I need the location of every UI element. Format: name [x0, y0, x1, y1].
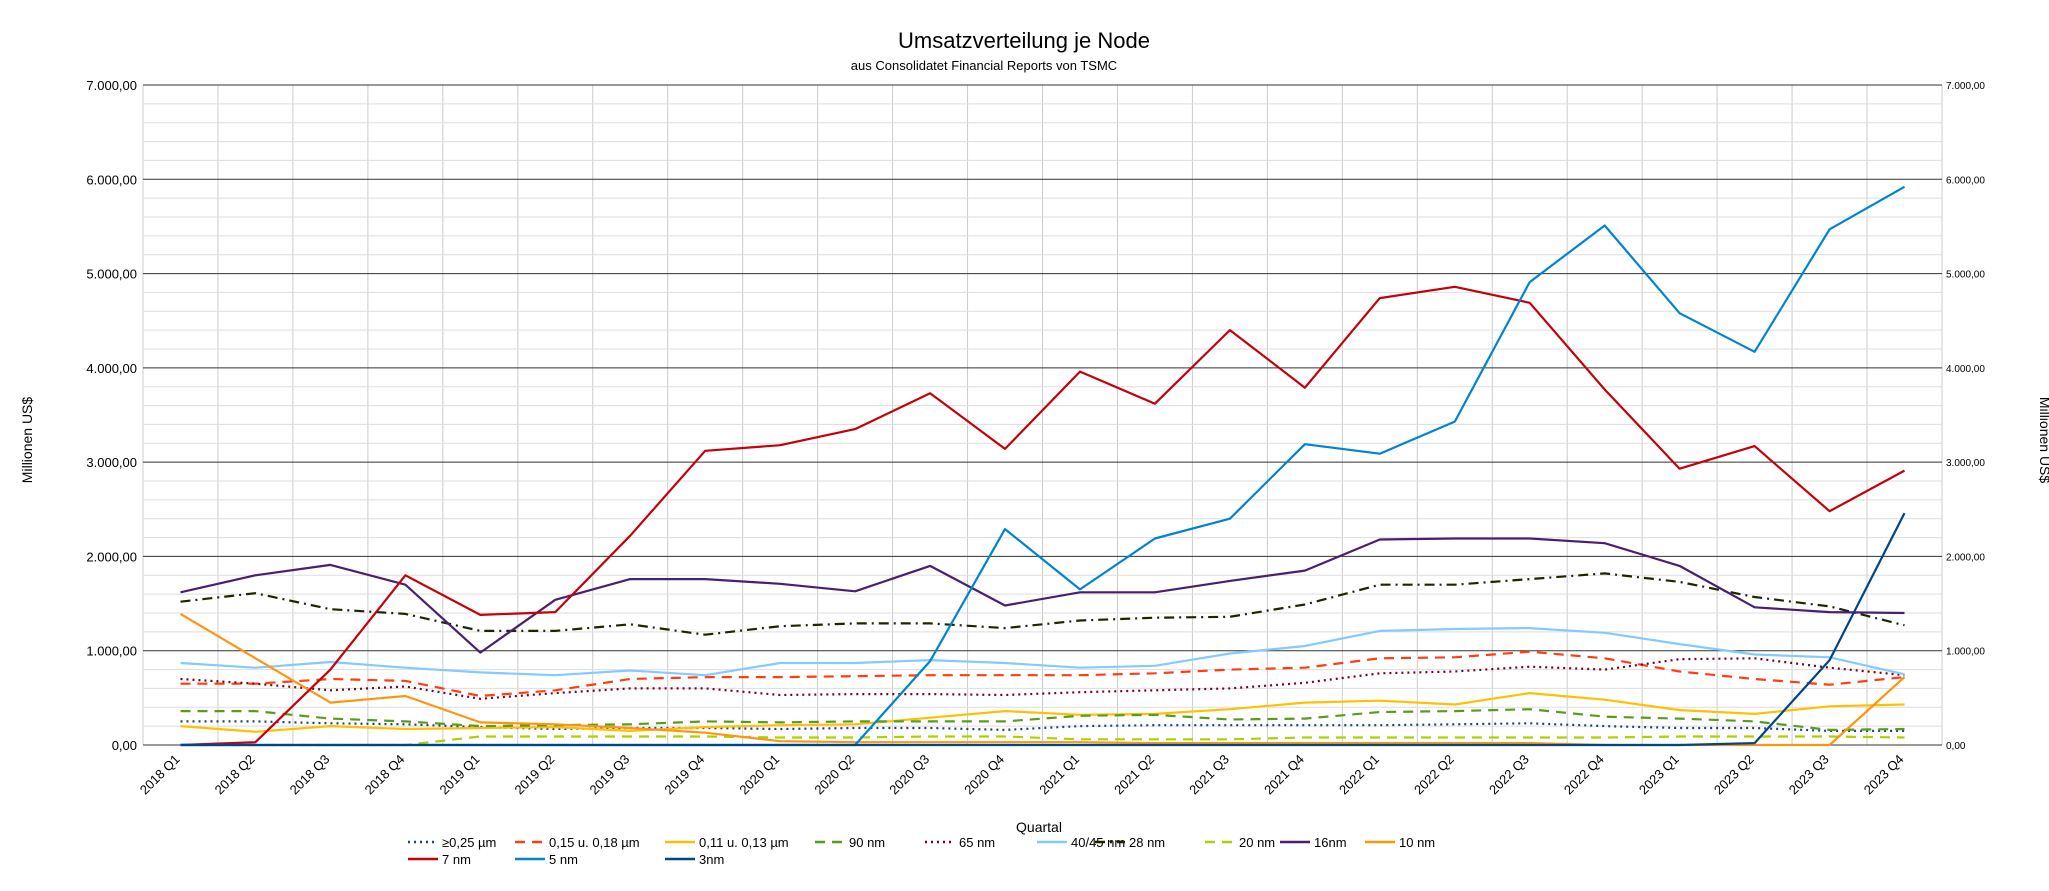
legend-label: ≥0,25 µm	[442, 835, 496, 850]
legend-item: 0,11 u. 0,13 µm	[665, 835, 789, 850]
x-tick-label: 2021 Q2	[1111, 752, 1157, 798]
legend-item: 5 nm	[515, 852, 578, 867]
series-line	[180, 512, 1906, 747]
x-tick-label: 2022 Q1	[1336, 752, 1382, 798]
legend-label: 5 nm	[549, 852, 578, 867]
series-line	[180, 735, 1905, 747]
legend-item: 16nm	[1280, 835, 1347, 850]
x-tick-label: 2019 Q1	[437, 752, 483, 798]
x-axis-label: Quartal	[1016, 819, 1062, 835]
y-tick-label-left: 4.000,00	[86, 361, 137, 376]
y-tick-label-right: 3.000,00	[1946, 458, 1985, 469]
x-tick-label: 2019 Q2	[512, 752, 558, 798]
legend-label: 90 nm	[849, 835, 885, 850]
series-lines	[179, 185, 1906, 747]
legend-label: 0,15 u. 0,18 µm	[549, 835, 640, 850]
x-tick-label: 2020 Q4	[961, 752, 1007, 798]
x-tick-label: 2018 Q2	[212, 752, 258, 798]
x-tick-label: 2022 Q3	[1486, 752, 1532, 798]
x-tick-label: 2018 Q3	[287, 752, 333, 798]
x-tick-label: 2023 Q1	[1636, 752, 1682, 798]
y-tick-label-left: 1.000,00	[86, 644, 137, 659]
legend-label: 10 nm	[1399, 835, 1435, 850]
series-line	[180, 657, 1905, 700]
legend-item: 90 nm	[815, 835, 885, 850]
y-tick-label-right: 7.000,00	[1946, 81, 1985, 92]
legend: ≥0,25 µm 0,15 u. 0,18 µm 0,11 u. 0,13 µm 90…	[408, 835, 1435, 867]
y-tick-label-left: 7.000,00	[86, 78, 137, 93]
legend-label: 0,11 u. 0,13 µm	[699, 835, 789, 850]
series-line	[180, 626, 1905, 677]
x-axis-ticks: 2018 Q1 2018 Q2 2018 Q3 2018 Q4 2019 Q1 2019 …	[137, 752, 1907, 798]
y-axis-label-left: Millionen US$	[19, 397, 35, 484]
legend-item: 10 nm	[1365, 835, 1435, 850]
x-tick-label: 2023 Q2	[1711, 752, 1757, 798]
x-tick-label: 2020 Q2	[811, 752, 857, 798]
y-tick-label-left: 5.000,00	[86, 267, 137, 282]
legend-item: 28 nm	[1095, 835, 1165, 850]
y-tick-label-left: 6.000,00	[86, 172, 137, 187]
legend-item: 0,15 u. 0,18 µm	[515, 835, 640, 850]
x-tick-label: 2022 Q4	[1561, 752, 1607, 798]
y-axis-left-ticks: 0,00 1.000,00 2.000,00 3.000,00 4.000,00 5.00…	[86, 78, 137, 753]
chart-subtitle: aus Consolidatet Financial Reports von T…	[851, 58, 1117, 73]
y-tick-label-right: 5.000,00	[1946, 270, 1985, 281]
legend-item: 20 nm	[1205, 835, 1275, 850]
x-tick-label: 2020 Q3	[886, 752, 932, 798]
x-tick-label: 2018 Q1	[137, 752, 183, 798]
legend-label: 16nm	[1314, 835, 1347, 850]
x-tick-label: 2019 Q3	[586, 752, 632, 798]
legend-label: 3nm	[699, 852, 724, 867]
y-tick-label-right: 6.000,00	[1946, 175, 1985, 186]
y-tick-label-right: 0,00	[1946, 741, 1966, 752]
y-axis-label-right: Millionen US$	[2037, 397, 2049, 484]
series-line	[180, 285, 1906, 747]
x-tick-label: 2020 Q1	[736, 752, 782, 798]
x-tick-label: 2018 Q4	[362, 752, 408, 798]
legend-label: 7 nm	[442, 852, 471, 867]
x-tick-label: 2023 Q3	[1786, 752, 1832, 798]
y-tick-label-left: 0,00	[112, 738, 137, 753]
x-tick-label: 2021 Q3	[1186, 752, 1232, 798]
grid	[142, 84, 1943, 746]
x-tick-label: 2021 Q1	[1036, 752, 1082, 798]
legend-item: 65 nm	[925, 835, 995, 850]
legend-label: 65 nm	[959, 835, 995, 850]
x-tick-label: 2023 Q4	[1861, 752, 1907, 798]
legend-item: 3nm	[665, 852, 724, 867]
legend-label: 28 nm	[1129, 835, 1165, 850]
chart-title: Umsatzverteilung je Node	[898, 28, 1150, 53]
x-tick-label: 2019 Q4	[661, 752, 707, 798]
legend-item: ≥0,25 µm	[408, 835, 496, 850]
legend-item: 7 nm	[408, 852, 471, 867]
legend-label: 20 nm	[1239, 835, 1275, 850]
series-line	[180, 537, 1905, 654]
y-tick-label-right: 1.000,00	[1946, 647, 1985, 658]
y-axis-right-ticks: 0,00 1.000,00 2.000,00 3.000,00 4.000,00 5.00…	[1946, 81, 1985, 752]
y-tick-label-left: 2.000,00	[86, 549, 137, 564]
y-tick-label-left: 3.000,00	[86, 455, 137, 470]
series-line	[180, 691, 1905, 733]
x-tick-label: 2022 Q2	[1411, 752, 1457, 798]
chart-header: Umsatzverteilung je Node aus Consolidate…	[851, 28, 1150, 73]
series-line	[180, 572, 1905, 636]
y-tick-label-right: 4.000,00	[1946, 364, 1985, 375]
y-tick-label-right: 2.000,00	[1946, 552, 1985, 563]
x-tick-label: 2021 Q4	[1261, 752, 1307, 798]
